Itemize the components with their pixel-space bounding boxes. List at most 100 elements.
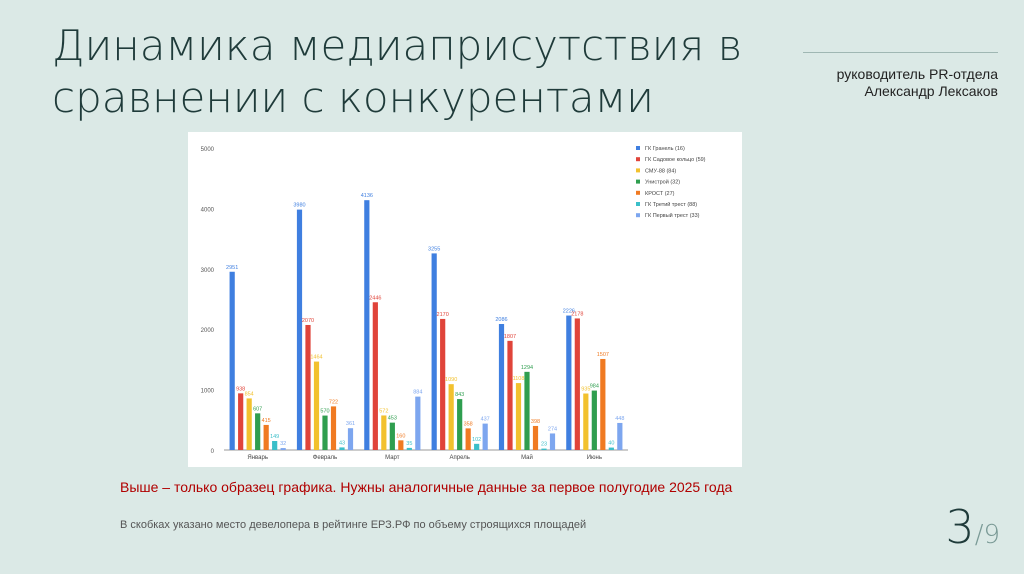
y-tick-label: 2000 — [201, 328, 215, 334]
data-label: 935 — [581, 387, 590, 393]
legend-label: СМУ-88 (84) — [645, 168, 676, 174]
x-tick-label: Март — [385, 455, 400, 461]
legend-swatch — [636, 202, 640, 206]
chart-bar — [617, 422, 623, 450]
x-tick-label: Май — [521, 454, 533, 461]
data-label: 1507 — [597, 352, 609, 358]
chart-bar — [600, 358, 606, 450]
chart-bar — [448, 384, 454, 450]
data-label: 2178 — [571, 311, 583, 317]
chart-bar — [583, 393, 589, 450]
data-label: 1294 — [521, 365, 533, 371]
page-total: /9 — [974, 520, 1000, 550]
chart-bar — [389, 422, 395, 450]
data-label: 160 — [396, 433, 405, 439]
data-label: 2446 — [369, 295, 381, 301]
chart-bar — [608, 447, 614, 450]
legend-label: КРОСТ (27) — [645, 191, 675, 197]
data-label: 1090 — [445, 377, 457, 383]
data-label: 938 — [236, 386, 245, 392]
data-label: 149 — [270, 434, 279, 440]
y-tick-label: 4000 — [201, 207, 215, 213]
data-label: 570 — [320, 409, 329, 415]
chart-bar — [330, 406, 337, 450]
chart-bar — [255, 413, 261, 450]
chart-bar — [381, 415, 387, 450]
data-label: 984 — [590, 384, 599, 390]
legend-swatch — [636, 190, 640, 195]
chart-bar — [465, 428, 471, 450]
chart-bar — [246, 398, 252, 450]
chart-bar — [322, 415, 328, 450]
data-label: 3255 — [428, 246, 440, 252]
chart-bar — [440, 318, 446, 450]
x-tick-label: Январь — [247, 455, 268, 461]
data-label: 2951 — [226, 265, 238, 271]
chart-bar — [431, 253, 437, 450]
chart-bar — [566, 315, 572, 450]
legend-label: ГК Садовое кольцо (59) — [645, 157, 706, 163]
chart-bar — [415, 396, 421, 450]
chart-bar — [347, 428, 354, 450]
chart-bar — [238, 393, 244, 450]
data-label: 358 — [464, 421, 473, 427]
chart-bar — [482, 423, 488, 450]
media-presence-chart: 0 1000 2000 3000 4000 5000 2951 938 854 607 415 149… — [188, 132, 742, 467]
chart-bar — [507, 340, 513, 450]
chart-bar — [591, 390, 597, 450]
chart-bar — [305, 324, 311, 450]
chart-bar — [313, 361, 320, 450]
presenter-role: руководитель PR-отдела — [836, 66, 998, 82]
chart-bar — [524, 371, 530, 450]
data-label: 2170 — [437, 312, 449, 318]
data-label: 40 — [608, 441, 614, 447]
chart-bar — [272, 441, 278, 450]
data-label: 722 — [329, 399, 338, 405]
sample-note: Выше – только образец графика. Нужны ана… — [120, 479, 733, 495]
data-label: 453 — [388, 416, 397, 422]
chart-bar — [406, 447, 412, 450]
legend-label: ГК Гранель (16) — [645, 146, 685, 152]
data-label: 361 — [346, 421, 355, 427]
data-label: 607 — [253, 406, 262, 412]
data-label: 1108 — [513, 376, 525, 382]
presenter-name: Александр Лексаков — [864, 83, 999, 99]
chart-bar — [364, 200, 370, 450]
data-label: 3980 — [293, 203, 305, 209]
legend-swatch — [636, 179, 640, 184]
data-label: 23 — [541, 442, 547, 448]
data-label: 2086 — [495, 317, 507, 323]
y-tick-label: 0 — [211, 449, 215, 455]
chart-bar — [296, 209, 303, 450]
chart-bar — [398, 440, 404, 450]
data-label: 35 — [406, 441, 412, 447]
legend-swatch — [636, 168, 640, 173]
data-label: 854 — [245, 391, 254, 397]
data-label: 2070 — [302, 318, 314, 324]
legend-label: ГК Первый трест (33) — [645, 212, 700, 219]
data-label: 572 — [379, 408, 388, 414]
data-label: 4136 — [361, 193, 373, 199]
data-label: 32 — [280, 441, 286, 447]
data-label: 843 — [455, 392, 464, 398]
y-tick-label: 5000 — [201, 147, 215, 153]
x-tick-label: Февраль — [313, 455, 337, 461]
data-label: 2226 — [563, 309, 575, 315]
x-tick-label: Июнь — [587, 455, 602, 461]
data-label: 43 — [339, 440, 345, 446]
legend-swatch — [636, 213, 640, 218]
y-tick-label: 3000 — [201, 268, 215, 274]
ranking-footnote: В скобках указано место девелопера в рей… — [120, 519, 587, 531]
chart-bar — [532, 425, 539, 450]
y-tick-label: 1000 — [201, 389, 215, 395]
data-label: 884 — [413, 390, 422, 396]
data-label: 1807 — [504, 334, 516, 340]
page-number: 3/9 — [945, 500, 1000, 554]
chart-bar — [549, 433, 556, 450]
slide-title: Динамика медиаприсутствия в сравнении с … — [52, 21, 743, 122]
chart-bar — [263, 424, 269, 450]
chart-bar — [229, 271, 235, 450]
data-label: 415 — [262, 418, 271, 424]
title-divider — [803, 52, 998, 53]
